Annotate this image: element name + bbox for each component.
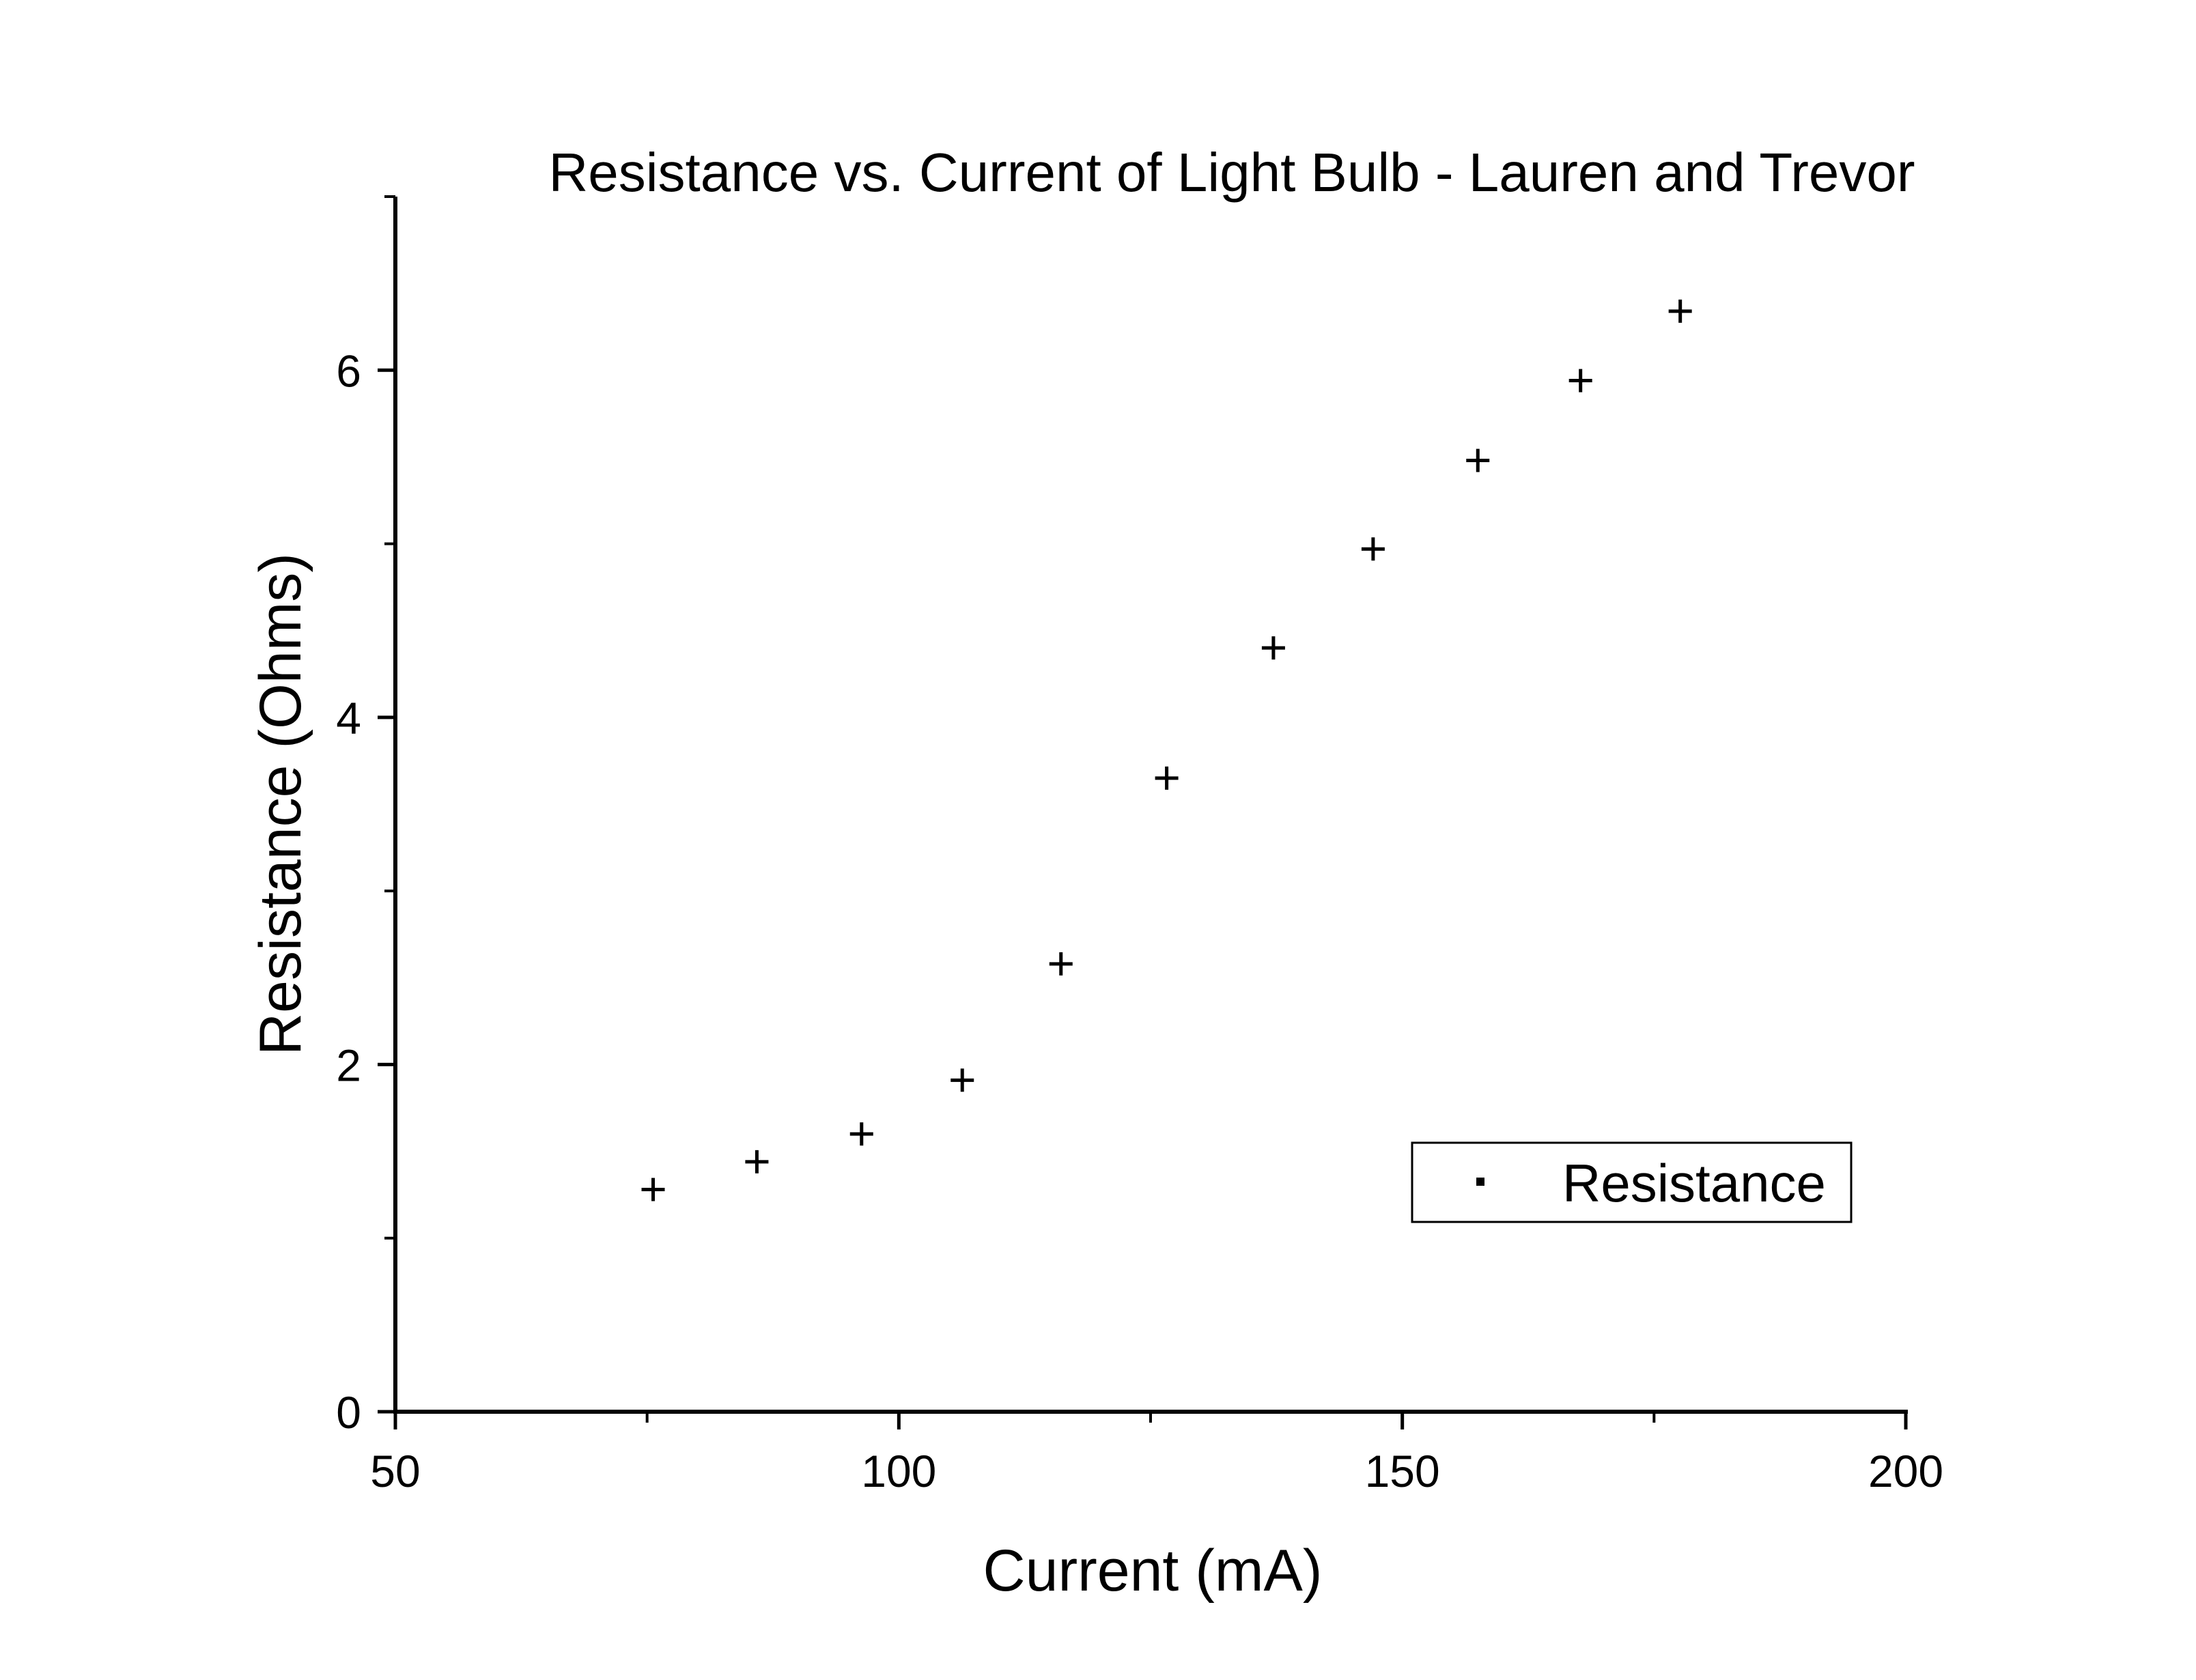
y-tick-label: 0 bbox=[336, 1387, 361, 1438]
data-point bbox=[849, 1122, 873, 1146]
y-axis-title: Resistance (Ohms) bbox=[248, 553, 313, 1055]
data-point bbox=[641, 1178, 665, 1201]
data-point bbox=[951, 1068, 974, 1092]
x-tick-label: 100 bbox=[861, 1446, 936, 1496]
legend: Resistance bbox=[1411, 1141, 1853, 1223]
axes bbox=[393, 197, 1908, 1414]
chart-title: Resistance vs. Current of Light Bulb - L… bbox=[548, 142, 1915, 203]
x-tick-label: 200 bbox=[1868, 1446, 1943, 1496]
data-point bbox=[1155, 766, 1179, 790]
data-point bbox=[1049, 952, 1073, 976]
y-tick-label: 6 bbox=[336, 345, 361, 396]
data-points bbox=[641, 299, 1692, 1201]
legend-label: Resistance bbox=[1562, 1153, 1826, 1213]
data-point bbox=[1261, 636, 1285, 660]
ticks bbox=[378, 195, 1908, 1429]
data-point bbox=[745, 1150, 769, 1173]
x-tick-label: 50 bbox=[370, 1446, 420, 1496]
x-axis-title: Current (mA) bbox=[983, 1538, 1323, 1604]
y-tick-label: 2 bbox=[336, 1040, 361, 1090]
legend-box bbox=[1411, 1141, 1853, 1223]
y-tick-label: 4 bbox=[336, 693, 361, 743]
data-point bbox=[1568, 369, 1592, 393]
legend-marker bbox=[1476, 1178, 1484, 1186]
x-tick-label: 150 bbox=[1365, 1446, 1440, 1496]
tick-labels: 50 100 150 200 0 2 4 6 bbox=[336, 345, 1943, 1496]
data-point bbox=[1361, 537, 1385, 561]
data-point bbox=[1466, 449, 1490, 472]
data-point bbox=[1668, 299, 1692, 323]
